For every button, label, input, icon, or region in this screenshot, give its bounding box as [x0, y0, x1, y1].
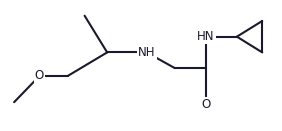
- Text: NH: NH: [138, 46, 155, 59]
- Text: O: O: [35, 69, 44, 83]
- Text: HN: HN: [197, 30, 215, 43]
- Text: O: O: [201, 98, 210, 111]
